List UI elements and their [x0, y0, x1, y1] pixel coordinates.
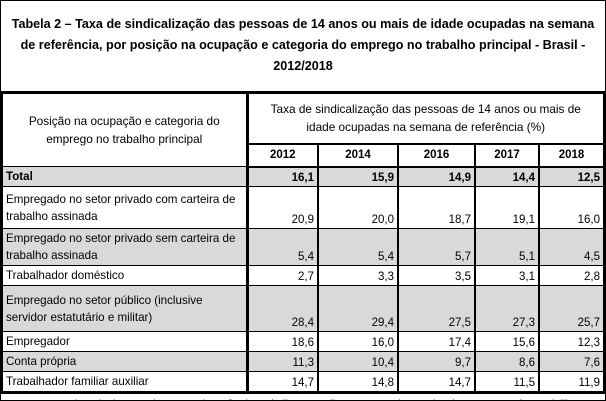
value-cell: 28,4: [246, 285, 318, 332]
value-cell: 20,0: [317, 186, 398, 229]
value-cell: 27,3: [474, 285, 539, 332]
value-cell: 14,7: [246, 371, 318, 393]
value-cell: 7,6: [538, 351, 604, 372]
table-row-total: Total 16,1 15,9 14,9 14,4 12,5: [2, 166, 604, 187]
measure-header-cell: Taxa de sindicalização das pessoas de 14…: [245, 92, 604, 145]
value-cell: 18,7: [397, 186, 475, 229]
value-cell: 29,4: [317, 285, 398, 332]
year-header-cell: 2014: [317, 143, 398, 168]
year-header-cell: 2018: [538, 143, 604, 168]
value-cell: 16,0: [317, 331, 398, 352]
value-cell: 18,6: [246, 331, 318, 352]
row-label-cell: Total: [2, 166, 249, 187]
table-row: Conta própria 11,3 10,4 9,7 8,6 7,6: [2, 351, 604, 372]
value-cell: 14,8: [317, 371, 398, 393]
value-cell: 14,4: [474, 166, 539, 187]
value-cell: 2,7: [246, 265, 318, 286]
row-label-cell: Trabalhador doméstico: [2, 265, 249, 286]
row-label-cell: Empregado no setor público (inclusive se…: [2, 285, 249, 332]
value-cell: 4,5: [538, 228, 604, 266]
value-cell: 10,4: [317, 351, 398, 372]
value-cell: 20,9: [246, 186, 318, 229]
value-cell: 17,4: [397, 331, 475, 352]
row-label-cell: Conta própria: [2, 351, 249, 372]
value-cell: 27,5: [397, 285, 475, 332]
source-note: Fonte: IBGE, Diretoria de Pesquisas, Coo…: [1, 394, 605, 400]
value-cell: 12,3: [538, 331, 604, 352]
value-cell: 5,4: [246, 228, 318, 266]
value-cell: 15,9: [317, 166, 398, 187]
value-cell: 12,5: [538, 166, 604, 187]
table-row: Empregado no setor público (inclusive se…: [2, 285, 604, 332]
value-cell: 8,6: [474, 351, 539, 372]
table-row: Trabalhador familiar auxiliar 14,7 14,8 …: [2, 371, 604, 393]
value-cell: 14,7: [397, 371, 475, 393]
value-cell: 3,3: [317, 265, 398, 286]
row-label-cell: Empregador: [2, 331, 249, 352]
value-cell: 5,7: [397, 228, 475, 266]
table-title: Tabela 2 – Taxa de sindicalização das pe…: [11, 17, 595, 73]
value-cell: 11,9: [538, 371, 604, 393]
value-cell: 15,6: [474, 331, 539, 352]
value-cell: 14,9: [397, 166, 475, 187]
row-label-cell: Empregado no setor privado com carteira …: [2, 186, 249, 229]
table-row: Empregado no setor privado sem carteira …: [2, 228, 604, 266]
row-label-cell: Trabalhador familiar auxiliar: [2, 371, 249, 393]
row-label-cell: Empregado no setor privado sem carteira …: [2, 228, 249, 266]
header-row-years: 2012 2014 2016 2017 2018: [2, 143, 604, 168]
value-cell: 2,8: [538, 265, 604, 286]
table-row: Empregador 18,6 16,0 17,4 15,6 12,3: [2, 331, 604, 352]
value-cell: 19,1: [474, 186, 539, 229]
year-header-cell: 2012: [245, 143, 318, 168]
table-row: Trabalhador doméstico 2,7 3,3 3,5 3,1 2,…: [2, 265, 604, 286]
value-cell: 9,7: [397, 351, 475, 372]
value-cell: 11,5: [474, 371, 539, 393]
value-cell: 3,1: [474, 265, 539, 286]
year-header-cell: 2016: [397, 143, 475, 168]
value-cell: 25,7: [538, 285, 604, 332]
value-cell: 5,1: [474, 228, 539, 266]
value-cell: 5,4: [317, 228, 398, 266]
year-header-cell: 2017: [474, 143, 539, 168]
table-row: Empregado no setor privado com carteira …: [2, 186, 604, 229]
header-row-measure: Posição na ocupação e categoria do empre…: [2, 92, 604, 167]
stub-header-cell: Posição na ocupação e categoria do empre…: [2, 92, 249, 167]
value-cell: 16,0: [538, 186, 604, 229]
value-cell: 11,3: [246, 351, 318, 372]
value-cell: 3,5: [397, 265, 475, 286]
value-cell: 16,1: [246, 166, 318, 187]
statistics-table: Posição na ocupação e categoria do empre…: [1, 91, 605, 394]
